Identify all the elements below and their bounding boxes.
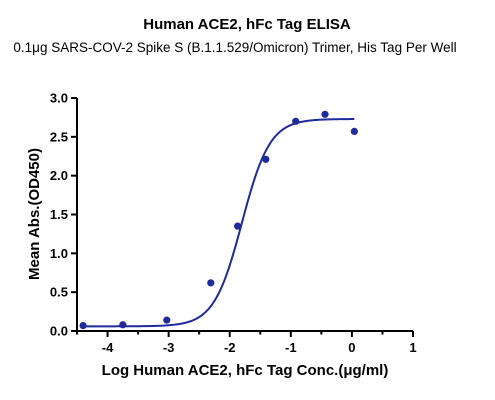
y-axis-label: Mean Abs.(OD450) [26,148,43,280]
x-tick-label: 0 [348,340,355,355]
plot-area: 0.0 0.5 1.0 1.5 2.0 2.5 3.0 -4 -3 -2 -1 0 1 [50,91,417,356]
x-tick-label: -1 [285,340,297,355]
y-tick-label: 0.5 [50,285,68,300]
y-tick-label: 0.0 [50,324,68,339]
data-point [350,127,358,135]
fit-curve [83,118,355,328]
y-tick-label: 2.5 [50,129,68,144]
x-axis-label: Log Human ACE2, hFc Tag Conc.(μg/ml) [102,362,389,379]
data-point [292,117,300,125]
data-point [79,321,87,330]
chart-title: Human ACE2, hFc Tag ELISA [143,16,351,33]
y-tick-label: 1.0 [50,246,68,261]
x-tick-label: 1 [409,340,416,355]
y-tick-label: 1.5 [50,207,68,222]
data-point [163,316,171,324]
x-tick-label: -2 [224,340,236,355]
data-points [79,110,358,330]
data-point [321,110,329,118]
data-point [234,222,242,230]
y-tick-label: 2.0 [50,168,68,183]
x-tick-label: -4 [102,340,114,355]
chart-subtitle: 0.1μg SARS-COV-2 Spike S (B.1.1.529/Omic… [13,40,456,55]
x-ticks: -4 -3 -2 -1 0 1 [76,331,417,355]
y-tick-label: 3.0 [50,91,68,106]
data-point [262,155,270,163]
y-ticks: 0.0 0.5 1.0 1.5 2.0 2.5 3.0 [50,91,77,339]
x-tick-label: -3 [163,340,175,355]
data-point [119,321,127,329]
data-point [207,279,215,287]
